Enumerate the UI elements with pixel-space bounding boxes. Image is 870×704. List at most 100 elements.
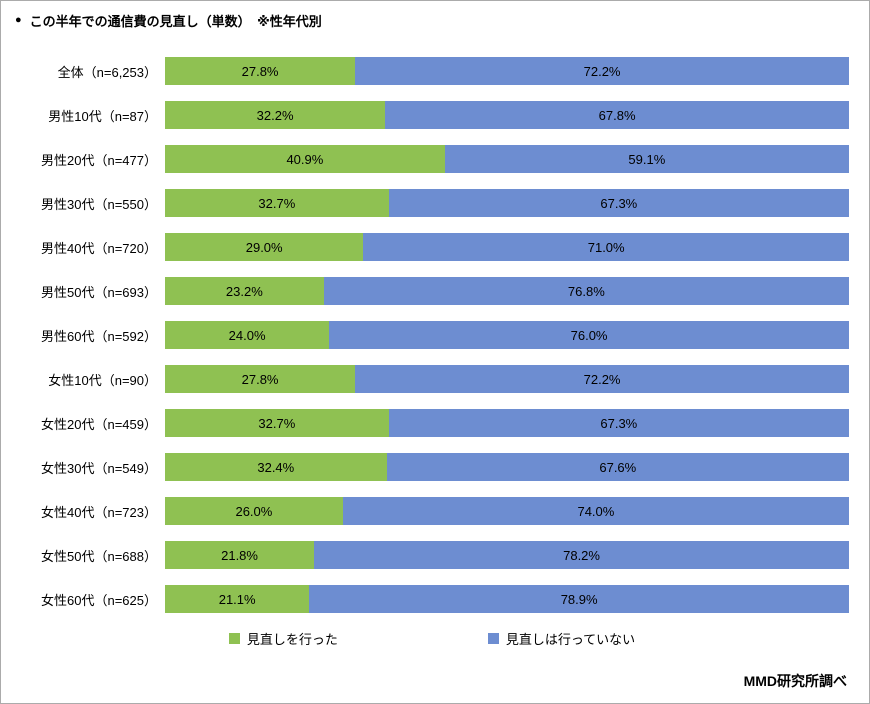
value-label: 72.2% [583, 371, 621, 387]
value-label: 32.7% [258, 415, 296, 431]
bar-segment-not-reviewed: 76.8% [323, 277, 849, 305]
value-label: 27.8% [241, 371, 279, 387]
bar-track: 32.2% 67.8% [165, 101, 849, 129]
bar-segment-reviewed: 40.9% [165, 145, 445, 173]
legend-item-not-reviewed: 見直しは行っていない [487, 629, 636, 648]
chart-row: 全体（n=6,253） 27.8% 72.2% [15, 57, 849, 85]
bar-segment-reviewed: 24.0% [165, 321, 330, 349]
bar-segment-not-reviewed: 72.2% [355, 57, 849, 85]
bar-segment-not-reviewed: 67.3% [388, 409, 849, 437]
category-label: 男性20代（n=477） [41, 152, 157, 168]
bar-track: 21.1% 78.9% [165, 585, 849, 613]
source-credit: MMD研究所調べ [743, 673, 847, 689]
value-label: 72.2% [583, 63, 621, 79]
bar-segment-reviewed: 21.1% [165, 585, 310, 613]
bar-segment-not-reviewed: 74.0% [342, 497, 849, 525]
value-label: 40.9% [286, 151, 324, 167]
bar-segment-reviewed: 32.7% [165, 189, 389, 217]
value-label: 32.7% [258, 195, 296, 211]
bar-track: 23.2% 76.8% [165, 277, 849, 305]
chart-row: 女性30代（n=549） 32.4% 67.6% [15, 453, 849, 481]
bar-segment-reviewed: 32.2% [165, 101, 386, 129]
bar-segment-not-reviewed: 76.0% [329, 321, 849, 349]
value-label: 24.0% [228, 327, 266, 343]
value-label: 27.8% [241, 63, 279, 79]
bar-segment-not-reviewed: 71.0% [363, 233, 849, 261]
bar-segment-not-reviewed: 67.6% [386, 453, 849, 481]
category-label: 女性50代（n=688） [41, 548, 157, 564]
bar-segment-reviewed: 26.0% [165, 497, 343, 525]
legend-swatch-green [228, 633, 240, 644]
value-label: 29.0% [245, 239, 283, 255]
value-label: 67.3% [600, 195, 638, 211]
bar-track: 21.8% 78.2% [165, 541, 849, 569]
bar-track: 32.4% 67.6% [165, 453, 849, 481]
chart-row: 男性20代（n=477） 40.9% 59.1% [15, 145, 849, 173]
bar-segment-not-reviewed: 78.2% [314, 541, 849, 569]
chart-title: この半年での通信費の見直し（単数） ※性年代別 [29, 13, 322, 29]
chart-row: 男性10代（n=87） 32.2% 67.8% [15, 101, 849, 129]
value-label: 76.8% [567, 283, 605, 299]
bar-segment-not-reviewed: 78.9% [309, 585, 849, 613]
category-label: 男性10代（n=87） [48, 108, 157, 124]
value-label: 32.2% [256, 107, 294, 123]
bar-segment-reviewed: 27.8% [165, 57, 356, 85]
category-label: 全体（n=6,253） [57, 64, 157, 80]
legend-label-reviewed: 見直しを行った [246, 632, 338, 647]
category-label: 男性40代（n=720） [41, 240, 157, 256]
bar-segment-reviewed: 27.8% [165, 365, 356, 393]
chart-row: 女性40代（n=723） 26.0% 74.0% [15, 497, 849, 525]
bar-segment-not-reviewed: 67.3% [388, 189, 849, 217]
bar-track: 26.0% 74.0% [165, 497, 849, 525]
bar-track: 24.0% 76.0% [165, 321, 849, 349]
value-label: 71.0% [587, 239, 625, 255]
legend: 見直しを行った 見直しは行っていない [15, 629, 849, 648]
value-label: 59.1% [628, 151, 666, 167]
chart-row: 女性10代（n=90） 27.8% 72.2% [15, 365, 849, 393]
category-label: 男性30代（n=550） [41, 196, 157, 212]
category-label: 女性60代（n=625） [41, 592, 157, 608]
chart-rows: 全体（n=6,253） 27.8% 72.2% 男性10代（n=87） 32.2% 67.… [15, 57, 849, 613]
value-label: 76.0% [570, 327, 608, 343]
chart-row: 男性30代（n=550） 32.7% 67.3% [15, 189, 849, 217]
value-label: 67.8% [598, 107, 636, 123]
value-label: 74.0% [577, 503, 615, 519]
value-label: 26.0% [235, 503, 273, 519]
legend-label-not-reviewed: 見直しは行っていない [505, 632, 636, 647]
value-label: 21.1% [218, 591, 256, 607]
bar-segment-reviewed: 32.4% [165, 453, 387, 481]
value-label: 67.6% [599, 459, 637, 475]
chart-row: 男性60代（n=592） 24.0% 76.0% [15, 321, 849, 349]
value-label: 21.8% [221, 547, 258, 563]
bar-segment-reviewed: 29.0% [165, 233, 364, 261]
bar-segment-reviewed: 23.2% [165, 277, 324, 305]
chart-title-row: ● この半年での通信費の見直し（単数） ※性年代別 [15, 11, 849, 29]
chart-row: 女性20代（n=459） 32.7% 67.3% [15, 409, 849, 437]
bar-track: 40.9% 59.1% [165, 145, 849, 173]
value-label: 67.3% [600, 415, 638, 431]
chart-row: 女性60代（n=625） 21.1% 78.9% [15, 585, 849, 613]
bar-track: 32.7% 67.3% [165, 409, 849, 437]
category-label: 男性60代（n=592） [41, 328, 157, 344]
legend-item-reviewed: 見直しを行った [228, 629, 338, 648]
bar-segment-not-reviewed: 72.2% [355, 365, 849, 393]
bar-segment-not-reviewed: 67.8% [385, 101, 849, 129]
chart-row: 男性50代（n=693） 23.2% 76.8% [15, 277, 849, 305]
bullet-icon: ● [15, 13, 22, 26]
bar-track: 29.0% 71.0% [165, 233, 849, 261]
category-label: 女性20代（n=459） [41, 416, 157, 432]
legend-swatch-blue [487, 633, 499, 644]
category-label: 女性30代（n=549） [41, 460, 157, 476]
bar-track: 27.8% 72.2% [165, 365, 849, 393]
chart-row: 女性50代（n=688） 21.8% 78.2% [15, 541, 849, 569]
bar-track: 32.7% 67.3% [165, 189, 849, 217]
bar-segment-reviewed: 32.7% [165, 409, 389, 437]
value-label: 78.9% [560, 591, 598, 607]
category-label: 男性50代（n=693） [41, 284, 157, 300]
bar-segment-not-reviewed: 59.1% [444, 145, 849, 173]
category-label: 女性10代（n=90） [48, 372, 157, 388]
value-label: 32.4% [257, 459, 295, 475]
bar-track: 27.8% 72.2% [165, 57, 849, 85]
value-label: 23.2% [225, 283, 263, 299]
